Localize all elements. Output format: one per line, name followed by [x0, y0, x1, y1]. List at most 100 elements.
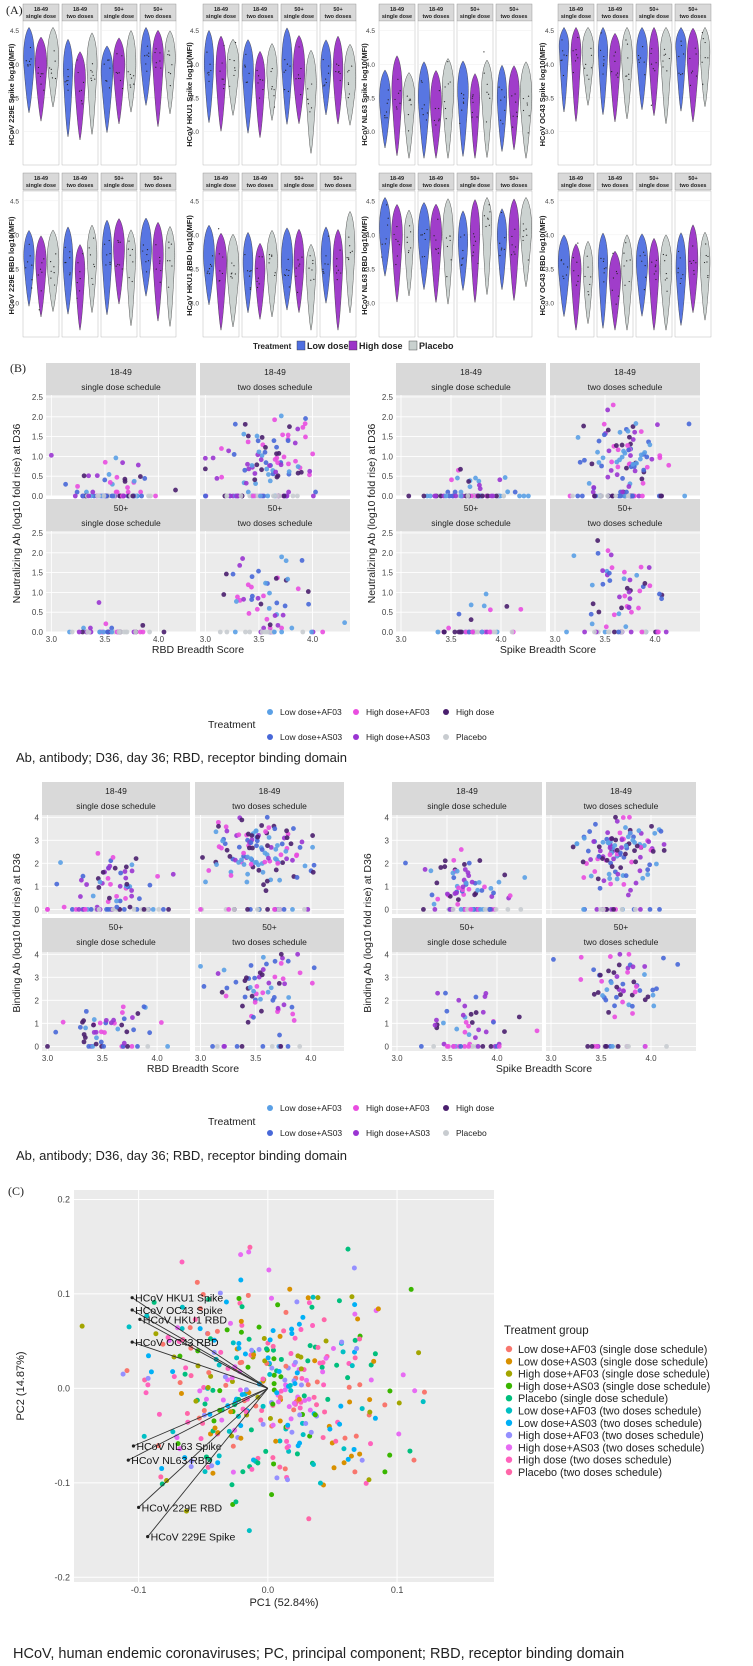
violin-point	[563, 277, 565, 280]
facet-label: 18-49	[253, 176, 267, 182]
data-point	[240, 556, 246, 561]
facet-label: single dose	[639, 14, 669, 20]
data-point	[165, 1334, 171, 1340]
violin-point	[386, 224, 389, 226]
data-point	[236, 860, 241, 865]
violin-point	[249, 270, 251, 273]
x-tick-label: 4.0	[152, 1054, 164, 1063]
data-point	[295, 464, 301, 470]
violin-shape	[242, 39, 254, 134]
data-point	[616, 962, 622, 968]
data-point	[630, 837, 636, 843]
data-point	[472, 892, 478, 898]
data-point	[81, 625, 86, 631]
violin-point	[274, 274, 276, 277]
data-point	[346, 1384, 352, 1390]
violin-point	[575, 284, 578, 286]
data-point	[444, 891, 450, 897]
y-tick-label: 2.0	[382, 549, 394, 558]
facet-label: 50+	[109, 922, 123, 932]
data-point	[607, 578, 613, 584]
violin-point	[705, 254, 707, 257]
data-point	[438, 865, 444, 870]
data-point	[642, 972, 647, 977]
data-point	[138, 489, 144, 495]
data-point	[420, 1399, 426, 1405]
data-point	[294, 853, 299, 859]
violin-point	[55, 253, 57, 255]
data-point	[274, 493, 280, 499]
data-point	[649, 823, 654, 829]
data-point	[270, 493, 276, 499]
violin-point	[348, 258, 350, 261]
data-point	[456, 611, 462, 617]
violin-point	[514, 246, 517, 248]
data-point	[633, 984, 639, 989]
data-point	[255, 906, 260, 912]
data-point	[280, 955, 285, 961]
data-point	[647, 862, 653, 868]
data-point	[588, 857, 593, 862]
data-point	[325, 1396, 331, 1402]
violin-point	[54, 60, 56, 62]
legend-key	[267, 1130, 273, 1136]
violin-point	[462, 257, 464, 259]
data-point	[626, 589, 632, 595]
data-point	[247, 493, 253, 499]
violin-point	[231, 277, 233, 279]
violin-point	[573, 270, 575, 272]
violin-point	[445, 118, 447, 120]
violin-plot: HCoV OC43 RBD log10(MFI)3.03.54.04.518-4…	[538, 172, 712, 338]
violin-point	[463, 94, 465, 96]
data-point	[444, 1008, 450, 1014]
data-point	[239, 1322, 245, 1328]
violin-point	[155, 66, 157, 68]
facet-label: two doses schedule	[232, 801, 307, 811]
data-point	[302, 1397, 308, 1403]
violin-point	[386, 102, 388, 104]
data-point	[338, 1403, 344, 1409]
legend-key	[353, 1130, 359, 1136]
data-point	[597, 972, 603, 978]
data-point	[307, 1407, 313, 1413]
violin-point	[300, 94, 302, 96]
violin-point	[461, 264, 463, 266]
violin-point	[527, 132, 529, 134]
violin-point	[298, 265, 300, 267]
y-tick-label: 4.0	[10, 232, 19, 239]
data-point	[233, 1499, 239, 1505]
legend-key	[353, 709, 359, 715]
data-point	[307, 1433, 313, 1439]
facet-label: two doses	[325, 14, 352, 20]
violin-point	[145, 271, 148, 273]
violin-point	[680, 40, 682, 42]
data-point	[262, 850, 268, 856]
violin-point	[133, 75, 135, 77]
facet-label: 18-49	[429, 176, 443, 182]
violin-point	[396, 108, 398, 110]
data-point	[640, 493, 645, 499]
data-point	[451, 857, 457, 863]
data-point	[295, 470, 301, 476]
violin-point	[146, 70, 148, 72]
facet-label: 50+	[114, 176, 123, 182]
data-point	[299, 839, 305, 845]
violin-point	[560, 59, 562, 62]
data-point	[279, 554, 285, 560]
data-point	[123, 864, 129, 870]
data-point	[135, 1043, 140, 1049]
violin-point	[611, 289, 613, 291]
y-tick-label: 0	[385, 1042, 390, 1051]
data-point	[351, 1265, 357, 1271]
violin-shape	[558, 234, 570, 317]
violin-point	[250, 270, 252, 272]
violin-point	[31, 287, 33, 289]
facet-label: 18-49	[214, 176, 228, 182]
violin-shape	[254, 242, 266, 320]
data-point	[594, 1043, 600, 1049]
violin-point	[642, 46, 644, 48]
violin-point	[691, 70, 694, 72]
violin-point	[335, 265, 338, 267]
violin-point	[499, 255, 501, 257]
violin-point	[168, 71, 170, 74]
